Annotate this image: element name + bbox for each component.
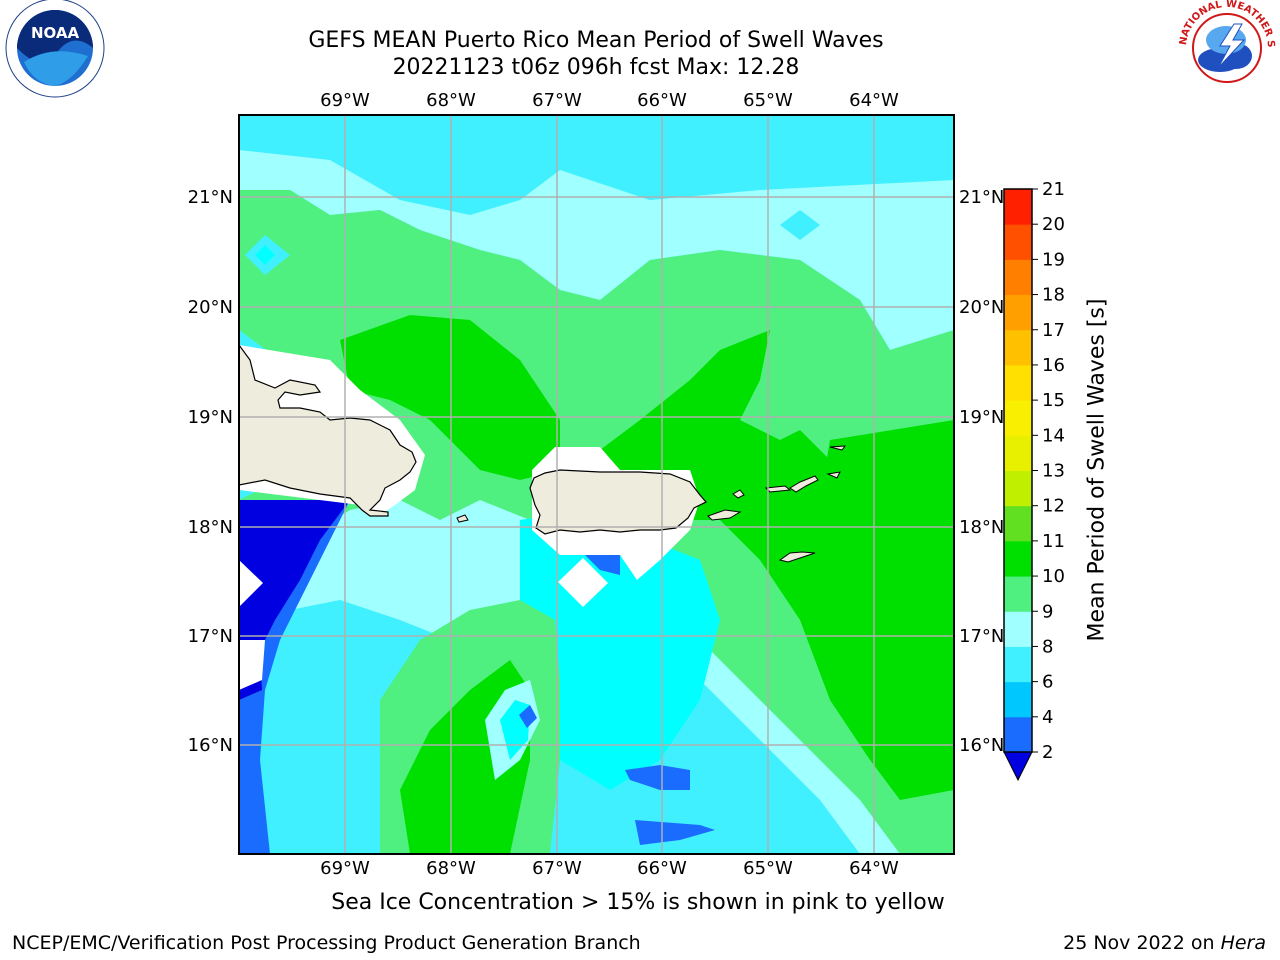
colorbar-segment xyxy=(1004,329,1032,366)
map-subtitle: 20221123 t06z 096h fcst Max: 12.28 xyxy=(392,55,800,80)
lon-label: 67°W xyxy=(532,858,582,879)
lat-label: 20°N xyxy=(959,297,1004,318)
lon-labels-bottom: 69°W 68°W 67°W 66°W 65°W 64°W xyxy=(320,858,899,879)
lon-label: 65°W xyxy=(743,858,793,879)
colorbar-segment xyxy=(1004,611,1032,647)
colorbar-segment xyxy=(1004,505,1032,542)
colorbar-segment xyxy=(1004,646,1032,683)
lat-labels-left: 21°N 20°N 19°N 18°N 17°N 16°N xyxy=(188,187,233,756)
lat-label: 19°N xyxy=(188,407,233,428)
contour-field xyxy=(239,115,954,854)
no-data-west-1 xyxy=(239,560,263,607)
colorbar-tick-label: 4 xyxy=(1042,707,1053,728)
colorbar-segment xyxy=(1004,576,1032,612)
colorbar-tick-label: 10 xyxy=(1042,566,1065,587)
colorbar-segment xyxy=(1004,470,1032,507)
culebra-island xyxy=(732,489,745,499)
lat-labels-right: 21°N 20°N 19°N 18°N 17°N 16°N xyxy=(959,187,1004,756)
lon-labels-top: 69°W 68°W 67°W 66°W 65°W 64°W xyxy=(320,90,899,111)
lon-label: 68°W xyxy=(426,858,476,879)
colorbar-tick-label: 21 xyxy=(1042,179,1065,200)
colorbar-segment xyxy=(1004,224,1032,260)
colorbar-segment xyxy=(1004,716,1032,753)
colorbar-segment xyxy=(1004,364,1032,401)
footer-credit: NCEP/EMC/Verification Post Processing Pr… xyxy=(12,932,641,954)
colorbar-segment xyxy=(1004,259,1032,296)
sombrero-island xyxy=(829,445,847,451)
period-2-4-patch-a xyxy=(625,765,690,790)
colorbar-tick-label: 19 xyxy=(1042,249,1065,270)
colorbar-tick-label: 8 xyxy=(1042,636,1053,657)
footer-date-text: 25 Nov 2022 on xyxy=(1063,932,1221,954)
colorbar-tick-label: 18 xyxy=(1042,285,1065,306)
vieques-island xyxy=(707,509,742,521)
colorbar-segment xyxy=(1004,189,1032,225)
noaa-logo-icon: NOAA xyxy=(5,0,105,98)
hispaniola-land xyxy=(239,343,417,517)
mona-island xyxy=(456,514,469,523)
lon-label: 65°W xyxy=(743,90,793,111)
lat-label: 16°N xyxy=(188,735,233,756)
lon-label: 66°W xyxy=(637,90,687,111)
period-4-6-eddy xyxy=(255,245,275,265)
nws-logo-icon: NATIONAL WEATHER SERVICE xyxy=(1174,0,1276,96)
colorbar-tick-label: 12 xyxy=(1042,496,1065,517)
lon-label: 69°W xyxy=(320,858,370,879)
no-data-diamond xyxy=(558,558,608,607)
lat-label: 18°N xyxy=(188,517,233,538)
st-croix-island xyxy=(778,551,816,563)
colorbar-segment xyxy=(1004,294,1032,331)
footer-machine: Hera xyxy=(1220,932,1266,954)
period-2-4-patch-c xyxy=(585,555,620,575)
colorbar-segment xyxy=(1004,435,1032,471)
colorbar-under-extension xyxy=(1003,751,1033,782)
lon-label: 67°W xyxy=(532,90,582,111)
anegada-island xyxy=(826,471,841,479)
noaa-logo-text: NOAA xyxy=(31,24,80,42)
period-8-9-fill xyxy=(239,150,954,350)
colorbar-tick-label: 20 xyxy=(1042,214,1065,235)
period-10-11-east xyxy=(820,420,954,700)
colorbar-tick-label: 17 xyxy=(1042,320,1065,341)
colorbar-tick-label: 6 xyxy=(1042,672,1053,693)
lon-label: 66°W xyxy=(637,858,687,879)
graticule xyxy=(239,115,954,854)
period-6-8-eddy2 xyxy=(780,210,820,240)
period-2-4-patch-b xyxy=(635,820,715,845)
lat-label: 17°N xyxy=(959,626,1004,647)
lon-label: 68°W xyxy=(426,90,476,111)
colorbar-segment xyxy=(1004,540,1032,577)
tortola-island xyxy=(789,475,819,493)
lat-label: 16°N xyxy=(959,735,1004,756)
footer-date: 25 Nov 2022 on Hera xyxy=(1063,932,1266,954)
no-data-west-2 xyxy=(239,640,265,690)
lat-label: 17°N xyxy=(188,626,233,647)
colorbar-tick-label: 9 xyxy=(1042,601,1053,622)
lat-label: 21°N xyxy=(959,187,1004,208)
period-2-4-patch-d xyxy=(519,705,537,728)
lat-label: 19°N xyxy=(959,407,1004,428)
colorbar-tick-label: 13 xyxy=(1042,461,1065,482)
colorbar-label: Mean Period of Swell Waves [s] xyxy=(1084,298,1110,642)
sea-ice-caption: Sea Ice Concentration > 15% is shown in … xyxy=(331,890,945,915)
lon-label: 69°W xyxy=(320,90,370,111)
lat-label: 18°N xyxy=(959,517,1004,538)
lon-label: 64°W xyxy=(849,858,899,879)
lat-label: 20°N xyxy=(188,297,233,318)
colorbar-segment xyxy=(1004,681,1032,718)
colorbar-tick-label: 15 xyxy=(1042,390,1065,411)
period-lt2-fill xyxy=(239,500,350,640)
colorbar-tick-label: 2 xyxy=(1042,742,1053,763)
colorbar-segment xyxy=(1004,400,1032,436)
period-10-11-fill xyxy=(340,315,954,800)
map-frame xyxy=(238,114,955,855)
colorbar-tick-label: 14 xyxy=(1042,425,1065,446)
lon-label: 64°W xyxy=(849,90,899,111)
colorbar: 2 4 6 8 9 10 11 12 13 14 15 16 17 18 19 20 21 xyxy=(1003,179,1065,782)
map-title: GEFS MEAN Puerto Rico Mean Period of Swe… xyxy=(308,28,884,53)
lat-label: 21°N xyxy=(188,187,233,208)
colorbar-tick-label: 16 xyxy=(1042,355,1065,376)
colorbar-tick-label: 11 xyxy=(1042,531,1065,552)
